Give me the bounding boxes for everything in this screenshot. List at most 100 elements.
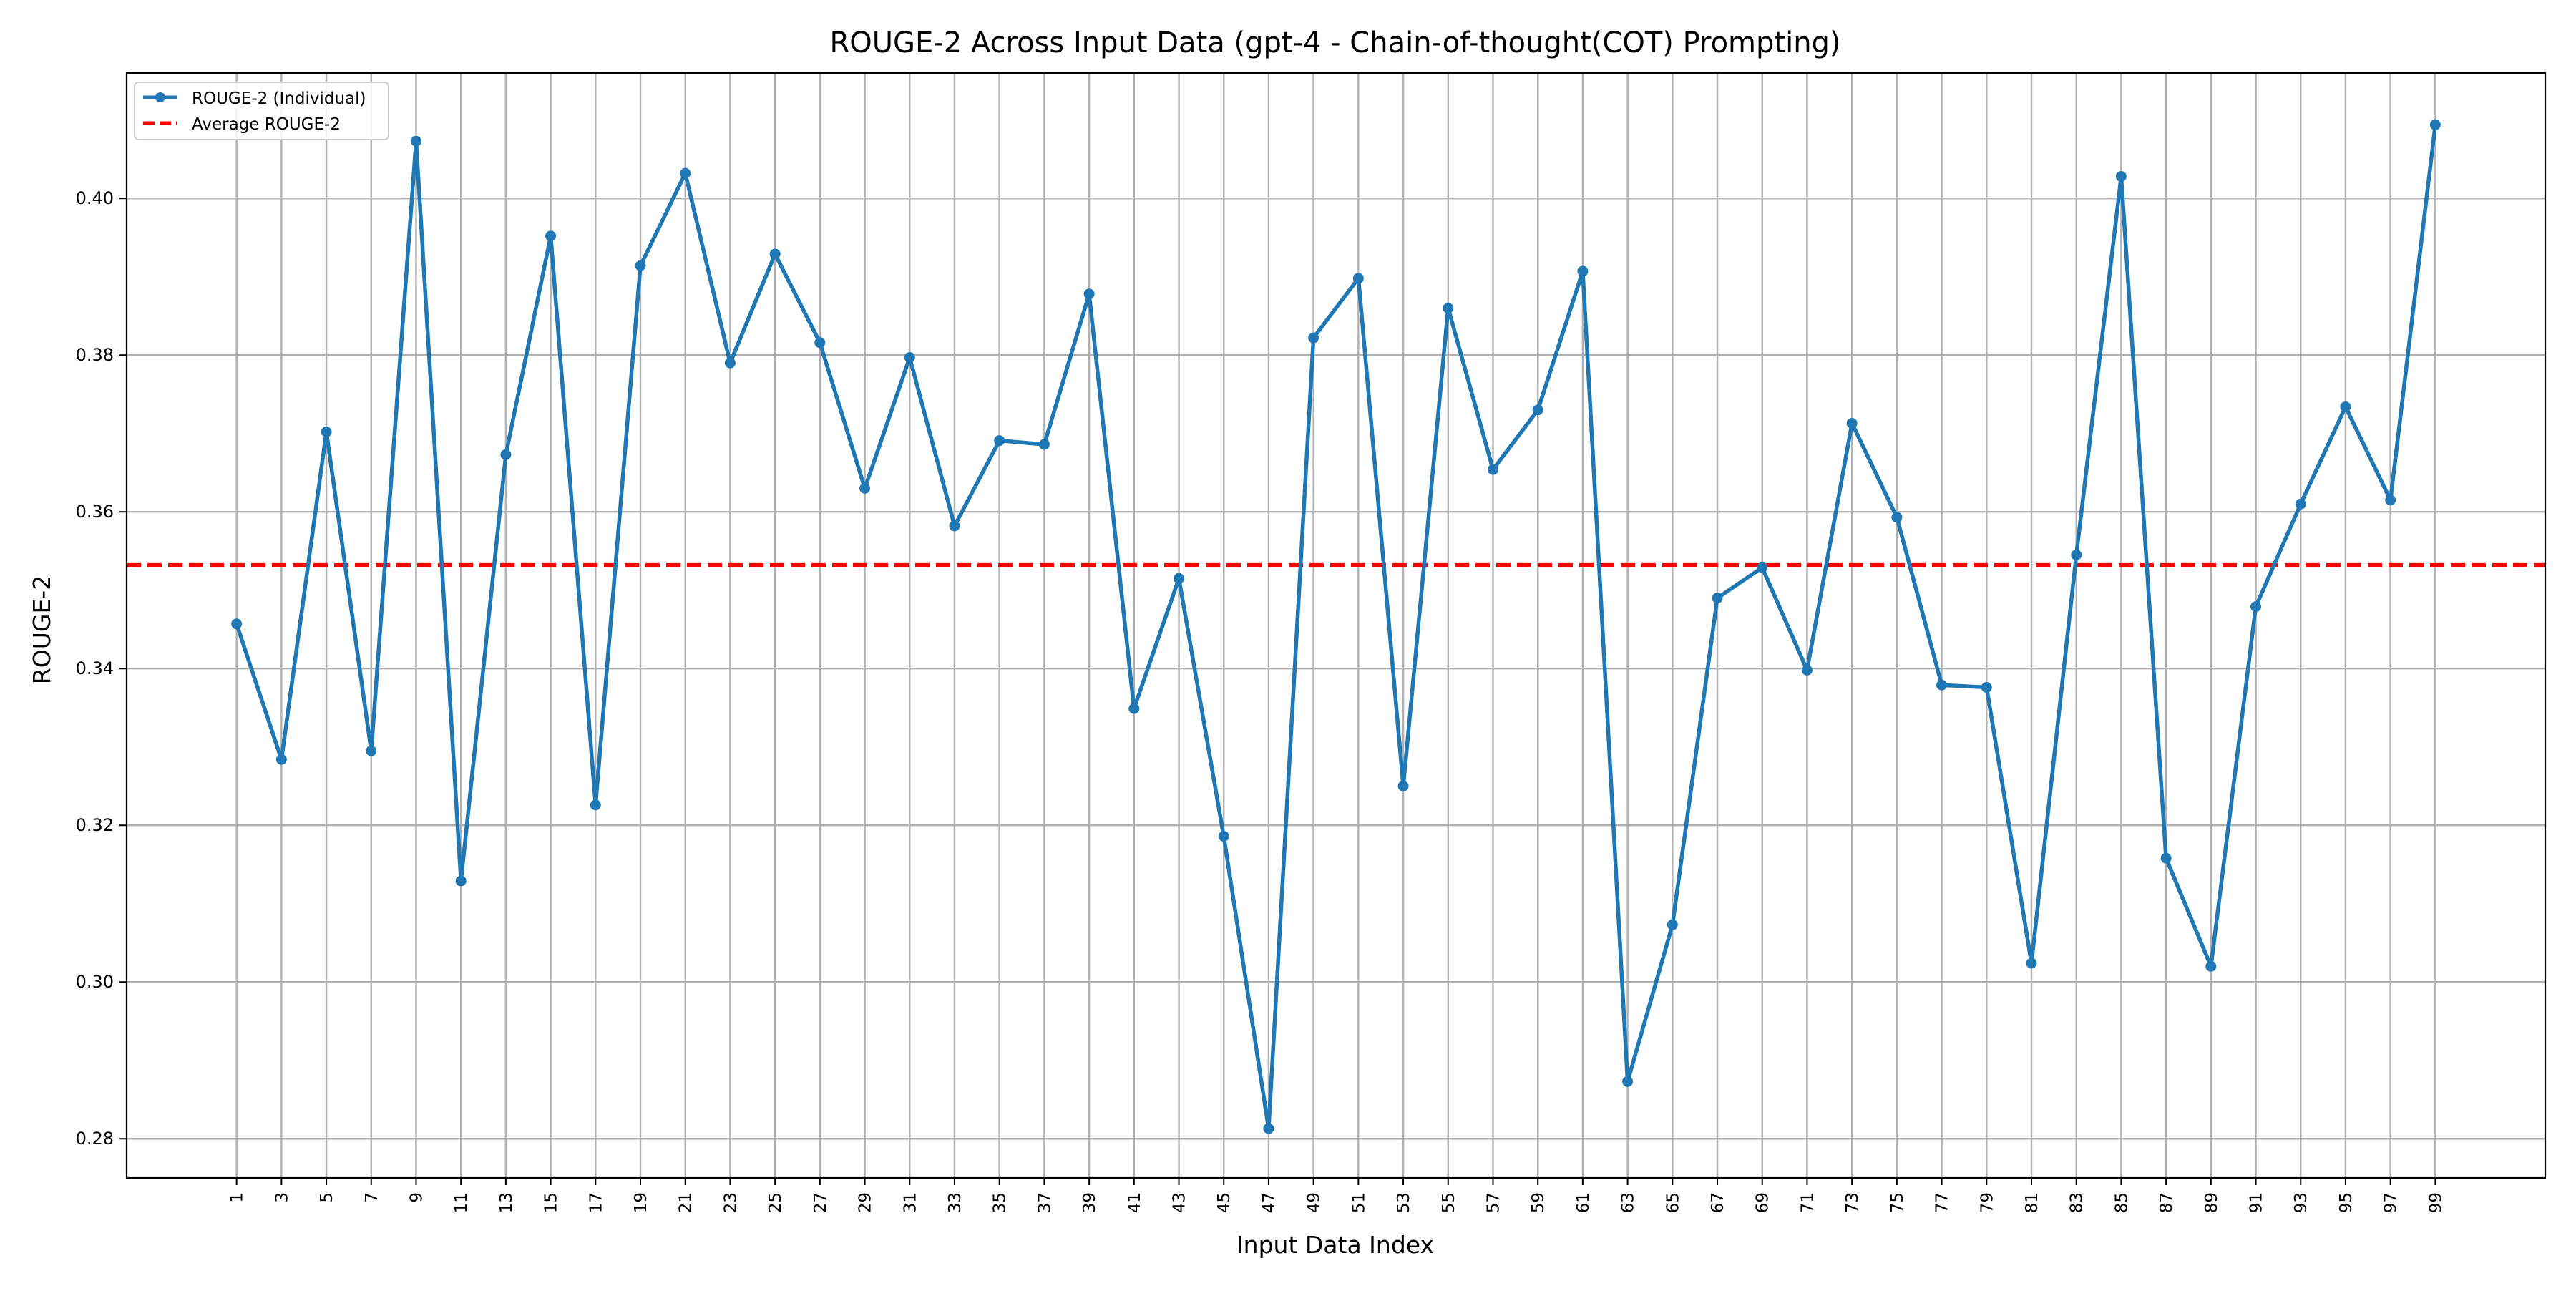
x-tick-label: 87 <box>2157 1192 2176 1213</box>
data-point <box>769 248 781 260</box>
legend-label-average: Average ROUGE-2 <box>192 115 341 134</box>
data-point <box>1622 1076 1634 1087</box>
data-point <box>1936 679 1948 691</box>
data-point <box>724 357 736 369</box>
x-axis-label: Input Data Index <box>1236 1231 1434 1259</box>
data-point <box>366 745 377 756</box>
x-tick-label: 63 <box>1619 1192 1638 1213</box>
data-point <box>1038 439 1050 450</box>
legend-label-individual: ROUGE-2 (Individual) <box>192 89 366 108</box>
x-tick-label: 33 <box>946 1192 965 1213</box>
data-point <box>2115 171 2127 182</box>
x-tick-label: 17 <box>587 1192 605 1213</box>
grid <box>127 73 2545 1178</box>
data-point <box>1308 332 1319 344</box>
x-tick-label: 91 <box>2248 1192 2266 1213</box>
y-axis-label: ROUGE-2 <box>28 575 56 684</box>
y-tick-label: 0.34 <box>76 658 114 678</box>
x-tick-label: 9 <box>407 1192 426 1203</box>
x-tick-label: 3 <box>273 1192 291 1203</box>
x-tick-label: 7 <box>363 1192 381 1203</box>
x-tick-label: 61 <box>1574 1192 1593 1213</box>
x-tick-label: 19 <box>632 1192 650 1213</box>
x-tick-label: 73 <box>1843 1192 1862 1213</box>
data-point <box>1218 831 1229 842</box>
data-point <box>680 167 691 179</box>
data-point <box>1263 1123 1274 1134</box>
data-point <box>2295 498 2306 510</box>
y-tick-label: 0.30 <box>76 972 114 992</box>
x-tick-label: 41 <box>1126 1192 1144 1213</box>
x-tick-label: 89 <box>2202 1192 2221 1213</box>
x-tick-label: 75 <box>1888 1192 1907 1213</box>
data-point <box>904 351 915 363</box>
x-tick-label: 71 <box>1798 1192 1817 1213</box>
data-point <box>321 427 332 438</box>
x-tick-label: 57 <box>1484 1192 1503 1213</box>
series-layer <box>231 119 2441 1134</box>
x-tick-label: 79 <box>1978 1192 1996 1213</box>
x-tick-label: 43 <box>1171 1192 1189 1213</box>
x-tick-label: 25 <box>766 1192 785 1213</box>
data-point <box>275 754 287 765</box>
x-tick-label: 39 <box>1080 1192 1099 1213</box>
data-point <box>1712 593 1723 604</box>
x-tick-label: 1 <box>228 1192 247 1203</box>
x-tick-label: 69 <box>1754 1192 1772 1213</box>
data-point <box>949 520 960 532</box>
data-point <box>1174 573 1185 584</box>
data-point <box>994 435 1005 447</box>
data-point <box>1443 303 1454 314</box>
x-tick-label: 31 <box>901 1192 919 1213</box>
data-point <box>2160 852 2172 864</box>
data-point <box>590 799 601 811</box>
x-tick-label: 47 <box>1260 1192 1279 1213</box>
data-point <box>1891 512 1903 523</box>
x-tick-label: 81 <box>2023 1192 2041 1213</box>
x-tick-label: 51 <box>1350 1192 1368 1213</box>
data-point <box>635 260 646 271</box>
x-tick-label: 55 <box>1440 1192 1458 1213</box>
series-line-individual <box>234 124 2438 1131</box>
x-tick-label: 83 <box>2068 1192 2087 1213</box>
x-tick-label: 13 <box>497 1192 516 1213</box>
x-tick-label: 11 <box>452 1192 471 1213</box>
y-tick-label: 0.28 <box>76 1129 114 1149</box>
data-point <box>1083 288 1095 300</box>
data-point <box>1801 664 1813 676</box>
x-tick-label: 97 <box>2382 1192 2401 1213</box>
data-point <box>1577 265 1589 277</box>
data-point <box>1532 404 1543 416</box>
data-point <box>545 230 557 242</box>
y-axis-ticks: 0.28 0.30 0.32 0.34 0.36 0.38 0.40 <box>76 188 127 1149</box>
data-point <box>2385 495 2396 506</box>
y-tick-label: 0.36 <box>76 502 114 522</box>
y-tick-label: 0.38 <box>76 345 114 365</box>
data-point <box>1846 417 1858 429</box>
x-tick-label: 21 <box>677 1192 696 1213</box>
x-tick-label: 59 <box>1529 1192 1548 1213</box>
x-tick-label: 93 <box>2292 1192 2311 1213</box>
x-tick-label: 35 <box>991 1192 1010 1213</box>
x-tick-label: 67 <box>1709 1192 1727 1213</box>
legend-marker-individual <box>155 92 165 102</box>
x-tick-label: 5 <box>318 1192 336 1203</box>
data-point <box>410 135 421 147</box>
x-tick-label: 77 <box>1933 1192 1952 1213</box>
chart-title: ROUGE-2 Across Input Data (gpt-4 - Chain… <box>829 26 1840 59</box>
x-tick-label: 95 <box>2337 1192 2356 1213</box>
y-tick-label: 0.32 <box>76 815 114 835</box>
data-point <box>814 337 826 349</box>
data-point <box>1352 273 1364 284</box>
data-point <box>500 449 512 460</box>
x-tick-label: 53 <box>1395 1192 1413 1213</box>
x-tick-label: 99 <box>2426 1192 2445 1213</box>
data-point <box>2205 960 2217 972</box>
x-axis-ticks: 1 3 5 7 9 11 13 15 17 19 21 23 25 27 29 31 33 35 37 39 41 43 4… <box>228 1178 2445 1213</box>
data-point <box>1757 562 1768 573</box>
data-point <box>2340 401 2351 412</box>
x-tick-label: 23 <box>721 1192 740 1213</box>
data-point <box>1397 780 1409 791</box>
